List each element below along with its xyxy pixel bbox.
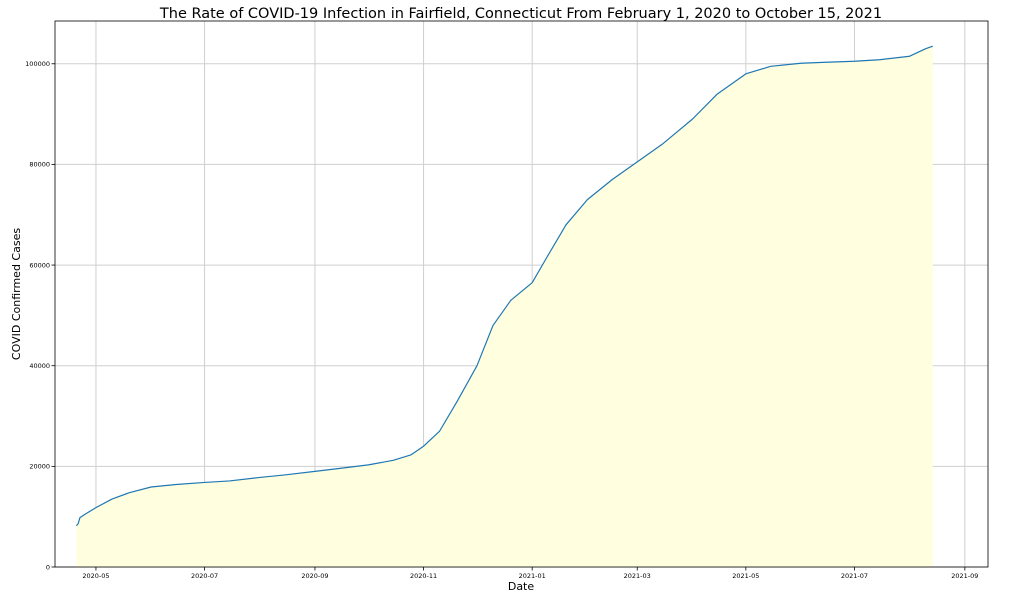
y-tick-label: 80000 [29,161,50,169]
y-tick-label: 60000 [29,261,50,269]
x-tick-label: 2021-07 [841,572,868,580]
area-layer [76,46,933,568]
x-tick-label: 2020-11 [410,572,437,580]
y-tick-label: 0 [46,563,50,571]
line-layer [75,45,934,527]
x-tick-label: 2021-03 [624,572,651,580]
x-tick-label: 2021-05 [732,572,759,580]
x-tick-label: 2020-09 [301,572,328,580]
x-tick-label: 2021-01 [519,572,546,580]
x-tick-label: 2021-09 [951,572,978,580]
tick-layer: 2020-05 2020-07 2020-09 2020-11 2021-01 2021-… [25,60,978,580]
y-axis-label: COVID Confirmed Cases [10,228,23,360]
chart-title: The Rate of COVID-19 Infection in Fairfi… [159,6,882,22]
series-line [75,45,934,527]
x-tick-label: 2020-07 [191,572,218,580]
y-tick-label: 40000 [29,362,50,370]
x-tick-label: 2020-05 [82,572,109,580]
y-tick-label: 100000 [25,60,50,68]
x-axis-label: Date [508,580,535,593]
plot-frame [54,20,989,568]
series-area-fill [76,46,933,568]
y-tick-label: 20000 [29,463,50,471]
